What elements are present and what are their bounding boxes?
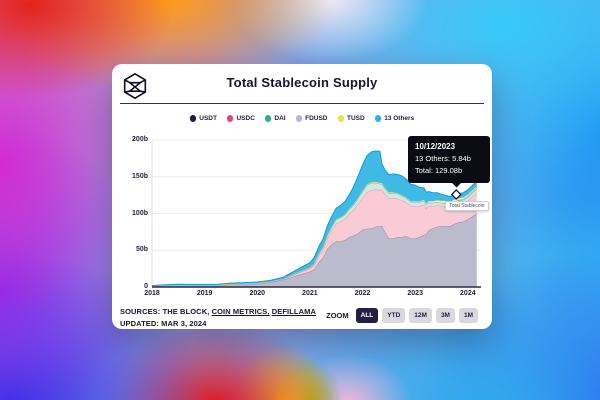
sources-line: SOURCES: THE BLOCK, COIN METRICS, DEFILL… (120, 306, 316, 318)
stacked-area-chart (151, 139, 481, 288)
tooltip: 10/12/2023 13 Others: 5.84b Total: 129.0… (408, 136, 490, 188)
legend-item-usdc[interactable]: USDC (226, 115, 255, 122)
legend-label-dai: DAI (274, 115, 286, 122)
legend-dot-usdt (189, 115, 197, 122)
y-tick-200b: 200b (132, 136, 148, 143)
y-tick-50b: 50b (135, 246, 148, 254)
source-link-defillama[interactable]: DEFILLAMA (271, 307, 316, 316)
sources-block: SOURCES: THE BLOCK, COIN METRICS, DEFILL… (120, 306, 316, 329)
legend-label-13-others: 13 Others (384, 115, 415, 122)
data-point-marker[interactable] (450, 189, 462, 200)
legend-label-usdt: USDT (199, 115, 217, 122)
y-tick-0: 0 (144, 283, 148, 290)
legend-item-usdt[interactable]: USDT (189, 115, 217, 122)
legend-item-tusd[interactable]: TUSD (337, 115, 365, 122)
the-block-logo-icon[interactable] (120, 71, 150, 101)
zoom-button-ytd[interactable]: YTD (382, 308, 406, 323)
zoom-button-1m[interactable]: 1M (458, 308, 478, 323)
tooltip-others-value: 13 Others: 5.84b (415, 154, 471, 163)
area-usdt[interactable] (152, 213, 477, 288)
legend-item-13-others[interactable]: 13 Others (374, 115, 415, 122)
line-13-others (151, 150, 478, 286)
series-tag-badge: Total Stablecoin (445, 200, 489, 211)
legend-label-fdusd: FDUSD (305, 115, 328, 122)
legend-label-tusd: TUSD (347, 115, 365, 122)
x-tick-2023: 2023 (407, 290, 423, 297)
x-tick-2022: 2022 (354, 290, 371, 297)
area-usdc[interactable] (152, 189, 477, 286)
updated-line: UPDATED: MAR 3, 2024 (120, 318, 207, 328)
x-tick-2021: 2021 (302, 290, 318, 297)
title-divider (120, 103, 484, 104)
legend-dot-tusd (337, 115, 344, 122)
legend-label-usdc: USDC (236, 115, 255, 122)
legend: USDT USDC DAI FDUSD TUSD 13 Others (112, 115, 492, 122)
zoom-controls: ZOOM ALL YTD 12M 3M 1M (326, 308, 478, 323)
x-tick-2019: 2019 (196, 290, 213, 297)
legend-dot-13-others (374, 115, 382, 122)
zoom-button-3m[interactable]: 3M (435, 308, 455, 323)
tooltip-total-value: Total: 129.08b (415, 166, 463, 175)
source-link-coin-metrics[interactable]: COIN METRICS, (211, 307, 270, 316)
zoom-buttons: ALL YTD 12M 3M 1M (355, 308, 478, 323)
legend-item-dai[interactable]: DAI (264, 115, 286, 122)
zoom-button-all[interactable]: ALL (355, 308, 379, 323)
y-tick-150b: 150b (132, 172, 148, 180)
tooltip-date: 10/12/2023 (415, 142, 456, 151)
x-tick-2024: 2024 (460, 290, 476, 297)
area-13-others[interactable] (152, 151, 477, 286)
y-tick-100b: 100b (132, 209, 148, 217)
chart-card: Total Stablecoin Supply USDT USDC DAI FDUSD… (112, 64, 492, 329)
zoom-button-12m[interactable]: 12M (409, 308, 432, 323)
legend-dot-dai (264, 115, 272, 122)
page-title: Total Stablecoin Supply (226, 75, 378, 90)
sources-prefix: SOURCES: THE BLOCK, (120, 307, 210, 316)
legend-dot-usdc (226, 115, 234, 122)
zoom-label: ZOOM (326, 311, 349, 320)
x-tick-2018: 2018 (144, 290, 160, 297)
legend-dot-fdusd (295, 115, 303, 122)
x-tick-2020: 2020 (249, 290, 266, 297)
legend-item-fdusd[interactable]: FDUSD (295, 115, 328, 122)
